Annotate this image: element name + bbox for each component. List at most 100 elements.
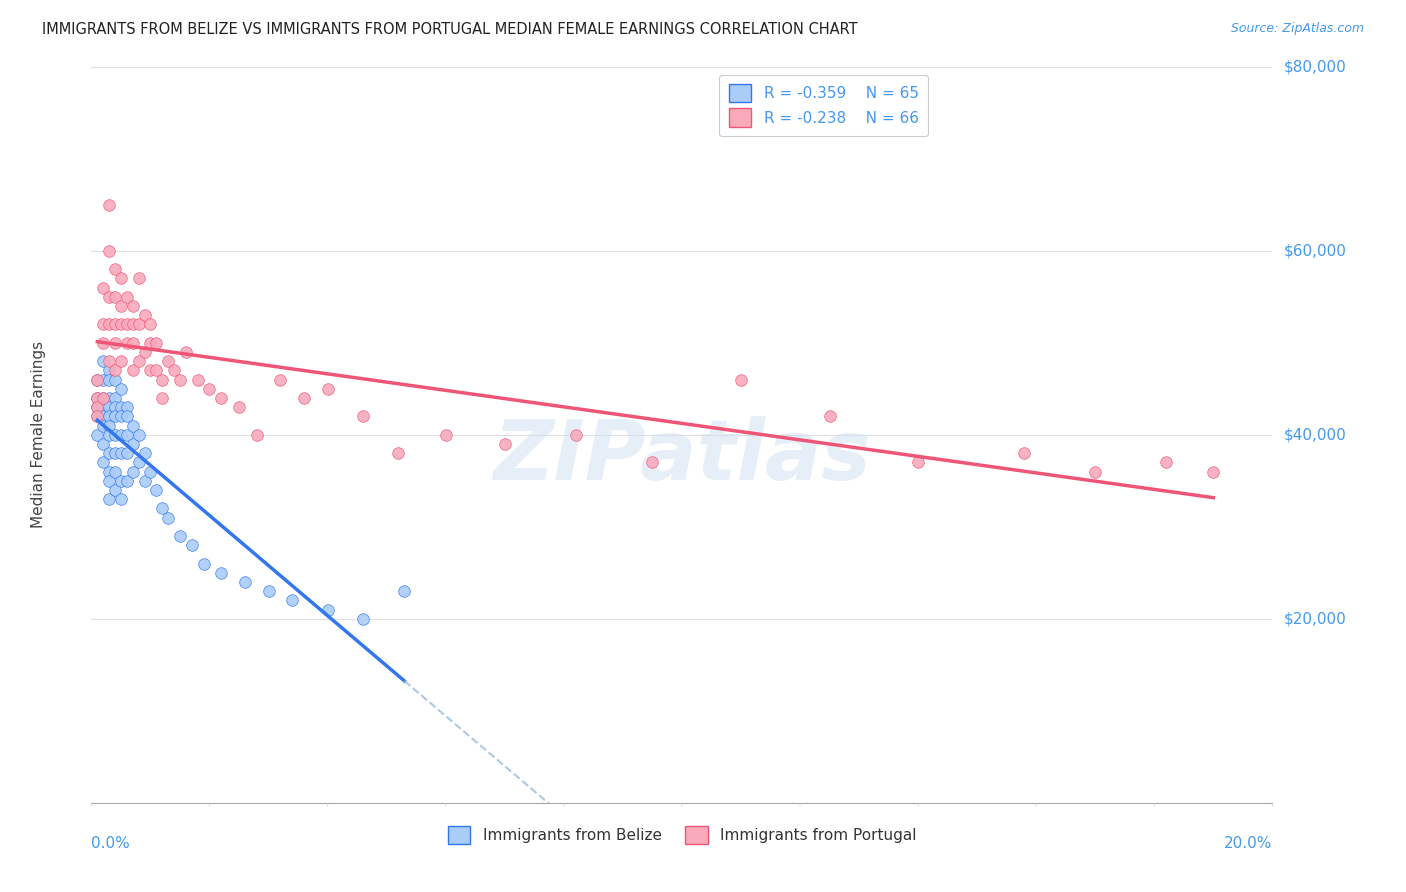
Point — [150, 373, 173, 387]
Point — [104, 262, 127, 277]
Point — [98, 198, 121, 212]
Point — [818, 409, 841, 424]
Point — [91, 318, 114, 332]
Point — [121, 318, 143, 332]
Point — [121, 465, 143, 479]
Point — [352, 612, 374, 626]
Point — [1202, 465, 1225, 479]
Point — [180, 538, 202, 552]
Point — [209, 566, 232, 580]
Point — [91, 373, 114, 387]
Point — [104, 401, 127, 415]
Point — [157, 510, 180, 524]
Point — [292, 391, 315, 405]
Point — [104, 391, 127, 405]
Point — [110, 409, 132, 424]
Point — [174, 345, 197, 359]
Point — [91, 401, 114, 415]
Point — [115, 446, 138, 460]
Point — [98, 318, 121, 332]
Point — [198, 382, 221, 396]
Point — [98, 465, 121, 479]
Point — [115, 290, 138, 304]
Point — [115, 427, 138, 442]
Point — [91, 455, 114, 469]
Point — [104, 290, 127, 304]
Point — [209, 391, 232, 405]
Point — [98, 244, 121, 258]
Point — [98, 401, 121, 415]
Point — [91, 391, 114, 405]
Point — [86, 401, 108, 415]
Point — [98, 446, 121, 460]
Point — [387, 446, 409, 460]
Point — [110, 401, 132, 415]
Point — [104, 373, 127, 387]
Point — [193, 557, 215, 571]
Point — [494, 437, 516, 451]
Point — [128, 318, 150, 332]
Text: 20.0%: 20.0% — [1225, 836, 1272, 851]
Point — [134, 474, 156, 488]
Point — [316, 602, 339, 616]
Point — [139, 318, 162, 332]
Text: $80,000: $80,000 — [1284, 60, 1347, 74]
Text: Median Female Earnings: Median Female Earnings — [31, 342, 46, 528]
Point — [145, 335, 167, 350]
Point — [128, 427, 150, 442]
Point — [169, 373, 191, 387]
Point — [98, 409, 121, 424]
Point — [246, 427, 269, 442]
Point — [104, 446, 127, 460]
Point — [157, 354, 180, 368]
Point — [228, 401, 250, 415]
Point — [434, 427, 457, 442]
Point — [564, 427, 586, 442]
Point — [86, 401, 108, 415]
Point — [110, 299, 132, 313]
Point — [91, 335, 114, 350]
Legend: Immigrants from Belize, Immigrants from Portugal: Immigrants from Belize, Immigrants from … — [441, 820, 922, 850]
Point — [86, 391, 108, 405]
Point — [115, 474, 138, 488]
Text: $20,000: $20,000 — [1284, 611, 1347, 626]
Point — [104, 427, 127, 442]
Point — [91, 409, 114, 424]
Point — [104, 465, 127, 479]
Point — [730, 373, 752, 387]
Point — [98, 290, 121, 304]
Point — [86, 391, 108, 405]
Point — [139, 363, 162, 377]
Point — [115, 318, 138, 332]
Point — [233, 574, 256, 589]
Point — [91, 280, 114, 294]
Point — [150, 501, 173, 516]
Point — [139, 465, 162, 479]
Point — [104, 335, 127, 350]
Text: 0.0%: 0.0% — [91, 836, 131, 851]
Point — [104, 409, 127, 424]
Point — [352, 409, 374, 424]
Text: Source: ZipAtlas.com: Source: ZipAtlas.com — [1230, 22, 1364, 36]
Point — [91, 437, 114, 451]
Point — [110, 427, 132, 442]
Point — [145, 483, 167, 497]
Point — [641, 455, 664, 469]
Point — [104, 318, 127, 332]
Point — [98, 492, 121, 507]
Point — [110, 318, 132, 332]
Point — [139, 335, 162, 350]
Text: IMMIGRANTS FROM BELIZE VS IMMIGRANTS FROM PORTUGAL MEDIAN FEMALE EARNINGS CORREL: IMMIGRANTS FROM BELIZE VS IMMIGRANTS FRO… — [42, 22, 858, 37]
Point — [907, 455, 929, 469]
Point — [110, 271, 132, 285]
Point — [91, 391, 114, 405]
Point — [110, 382, 132, 396]
Point — [115, 409, 138, 424]
Point — [86, 409, 108, 424]
Point — [316, 382, 339, 396]
Text: $40,000: $40,000 — [1284, 427, 1347, 442]
Point — [98, 418, 121, 433]
Point — [104, 363, 127, 377]
Point — [98, 391, 121, 405]
Point — [169, 529, 191, 543]
